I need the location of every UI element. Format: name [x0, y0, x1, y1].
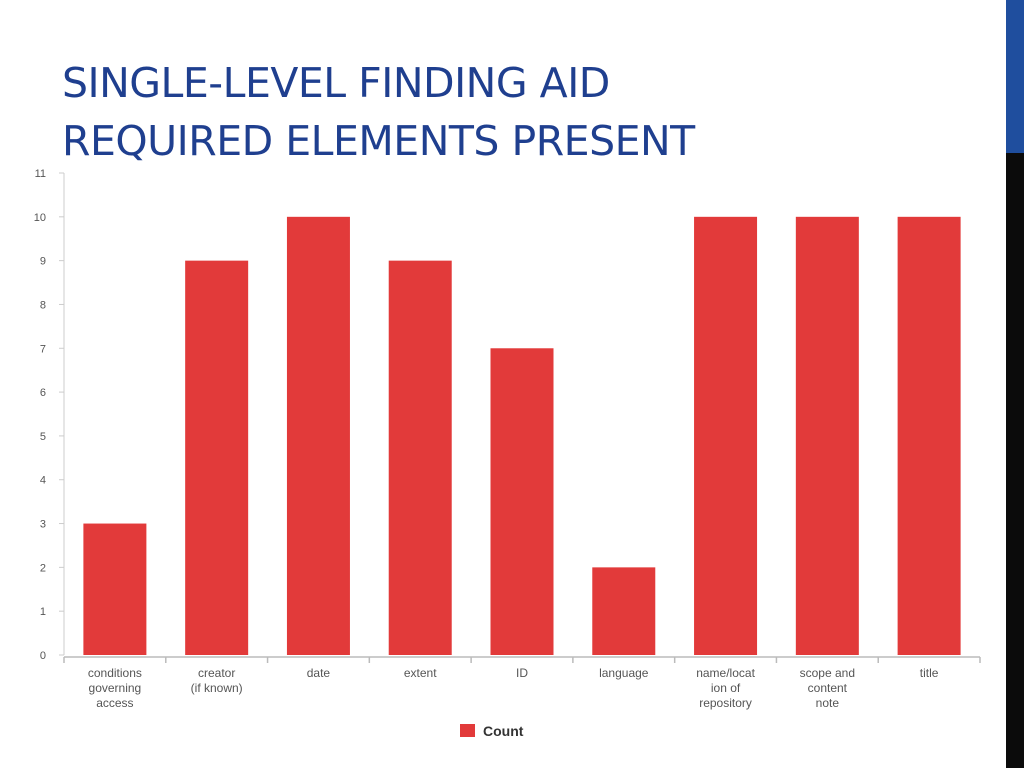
bar	[286, 216, 350, 655]
y-tick-label: 10	[34, 212, 46, 224]
x-category-label: extent	[404, 666, 437, 680]
x-category-label: title	[920, 666, 939, 680]
x-category-label: repository	[699, 696, 752, 710]
x-category-label: language	[599, 666, 649, 680]
x-category-label: date	[307, 666, 331, 680]
slide-title: SINGLE-LEVEL FINDING AID REQUIRED ELEMEN…	[62, 54, 962, 170]
x-category-label: governing	[89, 681, 142, 695]
bar	[592, 567, 656, 655]
y-tick-label: 9	[40, 256, 46, 268]
slide-title-line-1: SINGLE-LEVEL FINDING AID	[62, 59, 610, 107]
legend-swatch	[460, 724, 475, 737]
bar	[185, 260, 249, 655]
y-tick-label: 4	[40, 475, 46, 487]
slide-accent-bar	[1006, 0, 1024, 768]
bar	[83, 523, 147, 655]
accent-bar-black	[1006, 153, 1024, 768]
bar	[388, 260, 452, 655]
y-tick-label: 8	[40, 299, 46, 311]
x-category-label: access	[96, 696, 133, 710]
x-category-label: (if known)	[191, 681, 243, 695]
x-category-label: creator	[198, 666, 235, 680]
slide-title-line-2: REQUIRED ELEMENTS PRESENT	[62, 117, 695, 165]
bar	[795, 216, 859, 655]
x-category-label: content	[808, 681, 848, 695]
y-tick-label: 2	[40, 562, 46, 574]
y-tick-label: 6	[40, 387, 46, 399]
y-tick-label: 0	[40, 650, 46, 662]
x-category-label: scope and	[800, 666, 855, 680]
y-tick-label: 7	[40, 343, 46, 355]
x-category-label: name/locat	[696, 666, 755, 680]
accent-bar-blue	[1006, 0, 1024, 153]
y-tick-label: 5	[40, 431, 46, 443]
bar	[490, 348, 554, 655]
x-category-label: ID	[516, 666, 528, 680]
y-tick-label: 3	[40, 519, 46, 531]
bar	[694, 216, 758, 655]
x-category-label: conditions	[88, 666, 142, 680]
bar	[897, 216, 961, 655]
y-tick-label: 1	[40, 606, 46, 618]
x-category-label: note	[816, 696, 840, 710]
y-tick-label: 11	[35, 168, 46, 180]
x-category-label: ion of	[711, 681, 741, 695]
legend-label: Count	[483, 723, 524, 739]
